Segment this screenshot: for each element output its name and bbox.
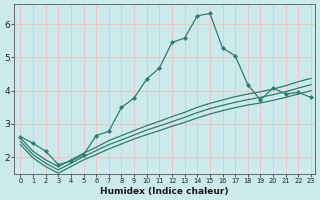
X-axis label: Humidex (Indice chaleur): Humidex (Indice chaleur) [100, 187, 229, 196]
